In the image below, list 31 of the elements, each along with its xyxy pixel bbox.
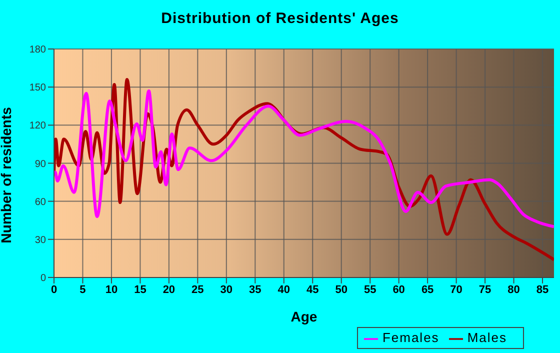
y-tick-label: 180 <box>29 44 46 56</box>
y-tick-label: 150 <box>29 82 46 94</box>
x-tick-label: 20 <box>162 284 176 296</box>
y-tick-label: 30 <box>34 234 46 246</box>
line-series <box>54 89 554 228</box>
legend-label: Females <box>382 330 440 346</box>
x-tick-label: 70 <box>450 284 462 296</box>
x-tick-label: 45 <box>306 284 319 296</box>
x-tick-label: 50 <box>335 284 348 296</box>
y-tick-label: 120 <box>29 120 46 132</box>
legend-label: Males <box>467 330 507 346</box>
x-tick-label: 25 <box>192 284 204 296</box>
x-tick-label: 55 <box>364 284 376 296</box>
y-tick-label: 90 <box>34 158 46 170</box>
x-tick-label: 65 <box>421 284 434 296</box>
x-tick-label: 80 <box>508 284 520 296</box>
x-tick-label: 85 <box>536 284 549 296</box>
x-tick-label: 60 <box>392 284 405 296</box>
y-tick-label: 60 <box>34 196 46 208</box>
x-tick-label: 0 <box>50 284 58 296</box>
x-tick-label: 15 <box>134 284 146 296</box>
y-axis-title: Number of residents <box>0 106 14 244</box>
chart-title: Distribution of Residents' Ages <box>160 10 400 27</box>
x-tick-label: 35 <box>249 284 262 296</box>
x-tick-label: 75 <box>478 284 492 296</box>
x-tick-label: 40 <box>278 284 290 296</box>
x-axis-title: Age <box>290 308 318 324</box>
x-tick-label: 10 <box>105 284 118 296</box>
x-tick-label: 30 <box>220 284 233 296</box>
x-tick-label: 5 <box>80 284 86 296</box>
y-tick-label: 0 <box>40 272 46 284</box>
